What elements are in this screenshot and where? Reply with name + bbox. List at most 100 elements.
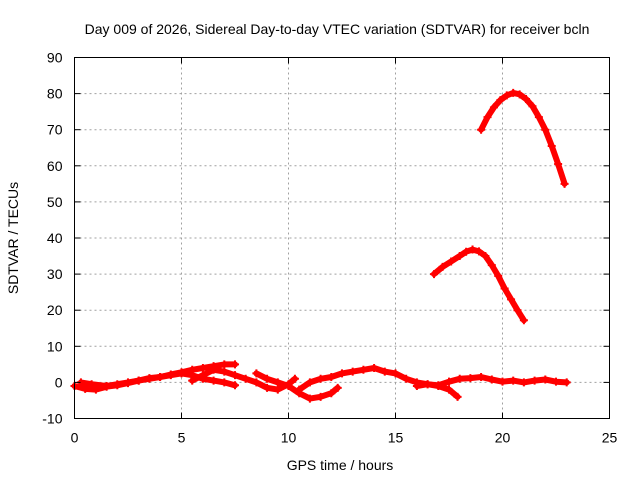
y-tick-label: -10 (42, 411, 62, 427)
data-point (252, 369, 261, 378)
data-point (156, 372, 165, 381)
data-point (519, 378, 528, 387)
data-point (500, 284, 509, 293)
data-point (284, 382, 293, 391)
data-point (519, 316, 528, 325)
data-point (198, 371, 207, 380)
data-point (466, 374, 475, 383)
data-point (391, 369, 400, 378)
data-point (453, 392, 462, 401)
x-tick-label: 25 (602, 430, 618, 446)
data-point (231, 360, 239, 369)
data-point (513, 306, 522, 315)
data-point (316, 374, 325, 383)
data-point (560, 179, 569, 188)
series-arc-2 (477, 88, 569, 188)
y-tick-labels: -10 0 10 20 30 40 50 60 70 80 90 (42, 50, 62, 427)
data-point (166, 371, 175, 380)
data-point (333, 383, 342, 392)
data-point (562, 378, 571, 387)
data-point (402, 374, 411, 383)
y-axis-label: SDTVAR / TECUs (5, 182, 21, 294)
grid-layer (74, 57, 610, 419)
series-line (431, 246, 527, 324)
series-low-track-f (412, 372, 571, 391)
data-point (134, 376, 143, 385)
y-tick-label: 70 (47, 122, 63, 138)
data-point (462, 247, 471, 256)
data-point (445, 385, 453, 394)
data-point (430, 270, 439, 279)
data-point (509, 88, 518, 97)
data-point (145, 374, 154, 383)
data-point (348, 367, 357, 376)
y-tick-label: 80 (47, 86, 63, 102)
data-point (327, 372, 336, 381)
data-point (552, 377, 560, 386)
data-point (541, 125, 550, 134)
data-point (494, 271, 503, 280)
data-point (188, 376, 197, 385)
x-tick-label: 20 (495, 430, 511, 446)
y-tick-label: 20 (47, 302, 63, 318)
data-point (263, 383, 272, 392)
data-point (528, 102, 537, 111)
data-point (220, 378, 229, 387)
data-point (252, 378, 261, 387)
y-tick-label: 0 (55, 374, 63, 390)
x-tick-label: 15 (388, 430, 404, 446)
data-point (305, 378, 314, 387)
data-point (502, 91, 511, 100)
data-point (468, 245, 477, 254)
data-point (177, 369, 186, 378)
data-point (489, 103, 498, 112)
data-point (496, 96, 505, 105)
data-point (423, 380, 432, 389)
x-axis-label: GPS time / hours (287, 457, 394, 473)
y-tick-label: 50 (47, 194, 63, 210)
data-point (380, 367, 389, 376)
data-point (412, 382, 421, 391)
data-point (316, 392, 325, 401)
data-point (438, 262, 447, 271)
series-layer (70, 88, 571, 403)
data-point (241, 374, 250, 383)
chart-title: Day 009 of 2026, Sidereal Day-to-day VTE… (85, 21, 590, 37)
data-point (554, 159, 563, 168)
data-point (477, 125, 486, 134)
y-tick-label: 60 (47, 158, 63, 174)
data-point (515, 90, 524, 99)
data-point (87, 380, 96, 389)
data-point (447, 257, 456, 266)
data-point (231, 381, 239, 390)
data-point (487, 375, 496, 384)
series-arc-1 (430, 245, 528, 325)
data-point (273, 378, 282, 387)
data-point (209, 365, 218, 374)
data-point (273, 385, 282, 394)
x-tick-labels: 0 5 10 15 20 25 (71, 430, 618, 446)
data-point (483, 113, 492, 122)
data-point (113, 380, 122, 389)
data-point (477, 372, 486, 381)
y-tick-label: 30 (47, 266, 63, 282)
data-point (522, 95, 531, 104)
data-point (534, 113, 543, 122)
data-point (220, 367, 229, 376)
data-point (498, 377, 507, 386)
data-point (290, 374, 299, 383)
tick-layer (74, 57, 610, 419)
data-point (102, 382, 111, 391)
data-point (327, 389, 336, 398)
data-point (370, 363, 379, 372)
data-point (124, 378, 132, 387)
x-tick-label: 0 (71, 430, 79, 446)
data-point (541, 375, 550, 384)
data-point (434, 381, 443, 390)
data-point (338, 369, 346, 378)
data-point (295, 385, 304, 394)
x-tick-label: 5 (178, 430, 186, 446)
data-point (487, 261, 496, 270)
data-point (209, 376, 218, 385)
